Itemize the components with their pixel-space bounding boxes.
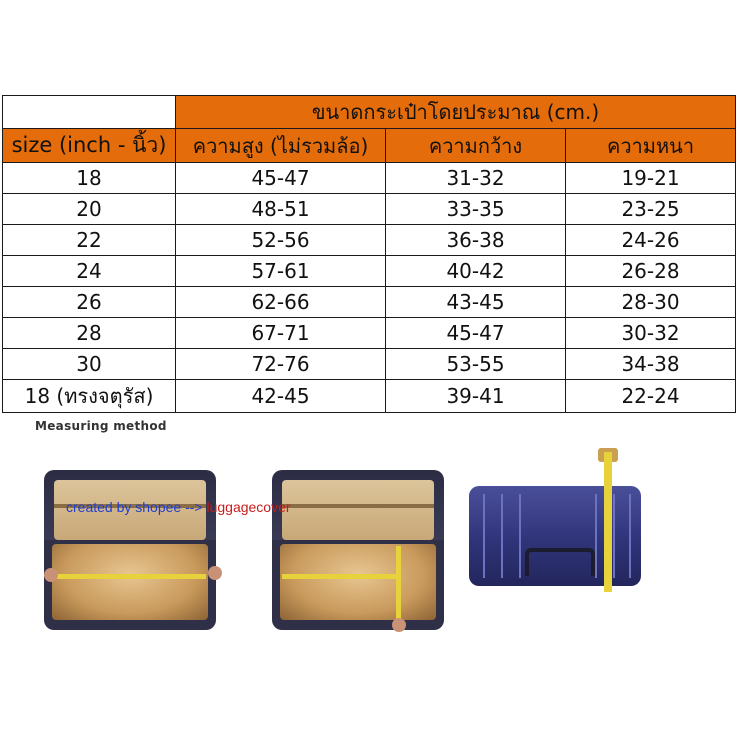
depth-cell: 23-25 [565, 193, 736, 225]
watermark-source: created by shopee --> [66, 499, 203, 515]
measuring-tape [54, 574, 206, 579]
case-lid-lining [282, 480, 434, 540]
column-header-size: size (inch - นิ้ว) [2, 128, 176, 163]
case-rib [519, 494, 521, 578]
case-lid-strap [282, 504, 434, 508]
table-row: 18 (ทรงจตุรัส) 42-45 39-41 22-24 [2, 379, 736, 413]
case-lid-strap [54, 504, 206, 508]
case-rib [595, 494, 597, 578]
table-row: 18 45-47 31-32 19-21 [2, 162, 736, 194]
depth-cell: 34-38 [565, 348, 736, 380]
size-cell: 18 (ทรงจตุรัส) [2, 379, 176, 413]
height-cell: 72-76 [175, 348, 386, 380]
height-cell: 67-71 [175, 317, 386, 349]
hand [208, 566, 222, 580]
measuring-tape [396, 546, 401, 630]
column-header-depth: ความหนา [565, 128, 736, 163]
case-base-lining [52, 544, 208, 620]
measuring-tape [604, 452, 612, 592]
size-cell: 22 [2, 224, 176, 256]
open-case-width-photo [44, 470, 222, 630]
column-header-width: ความกว้าง [385, 128, 566, 163]
column-header-row: size (inch - นิ้ว) ความสูง (ไม่รวมล้อ) ค… [2, 128, 736, 163]
size-cell: 24 [2, 255, 176, 287]
case-lid-lining [54, 480, 206, 540]
table-row: 22 52-56 36-38 24-26 [2, 224, 736, 256]
width-cell: 33-35 [385, 193, 566, 225]
height-cell: 48-51 [175, 193, 386, 225]
table-row: 24 57-61 40-42 26-28 [2, 255, 736, 287]
width-cell: 53-55 [385, 348, 566, 380]
case-handle [525, 548, 595, 576]
case-rib [629, 494, 631, 578]
depth-cell: 22-24 [565, 379, 736, 413]
depth-cell: 30-32 [565, 317, 736, 349]
table-row: 20 48-51 33-35 23-25 [2, 193, 736, 225]
width-cell: 43-45 [385, 286, 566, 318]
case-rib [483, 494, 485, 578]
closed-case-height-photo [469, 486, 641, 586]
hand [392, 618, 406, 632]
depth-cell: 26-28 [565, 255, 736, 287]
depth-cell: 19-21 [565, 162, 736, 194]
case-rib [501, 494, 503, 578]
table-row: 26 62-66 43-45 28-30 [2, 286, 736, 318]
column-header-height: ความสูง (ไม่รวมล้อ) [175, 128, 386, 163]
watermark-shop: luggagecover [206, 499, 291, 515]
measuring-tape [282, 574, 398, 579]
hand [44, 568, 58, 582]
measuring-method-title: Measuring method [35, 419, 167, 433]
size-cell: 28 [2, 317, 176, 349]
height-cell: 45-47 [175, 162, 386, 194]
size-cell: 30 [2, 348, 176, 380]
size-table: ขนาดกระเป๋าโดยประมาณ (cm.) size (inch - … [2, 95, 736, 413]
watermark: created by shopee --> luggagecover [66, 499, 291, 515]
height-cell: 57-61 [175, 255, 386, 287]
height-cell: 62-66 [175, 286, 386, 318]
width-cell: 40-42 [385, 255, 566, 287]
size-cell: 26 [2, 286, 176, 318]
depth-cell: 28-30 [565, 286, 736, 318]
width-cell: 45-47 [385, 317, 566, 349]
height-cell: 42-45 [175, 379, 386, 413]
group-header: ขนาดกระเป๋าโดยประมาณ (cm.) [175, 95, 736, 129]
depth-cell: 24-26 [565, 224, 736, 256]
size-cell: 20 [2, 193, 176, 225]
open-case-depth-photo [272, 470, 444, 632]
height-cell: 52-56 [175, 224, 386, 256]
width-cell: 36-38 [385, 224, 566, 256]
table-row: 30 72-76 53-55 34-38 [2, 348, 736, 380]
group-header-row: ขนาดกระเป๋าโดยประมาณ (cm.) [2, 95, 736, 129]
width-cell: 31-32 [385, 162, 566, 194]
width-cell: 39-41 [385, 379, 566, 413]
case-base-lining [280, 544, 436, 620]
size-cell: 18 [2, 162, 176, 194]
table-row: 28 67-71 45-47 30-32 [2, 317, 736, 349]
case-rib [613, 494, 615, 578]
table-corner-cell [2, 95, 176, 129]
